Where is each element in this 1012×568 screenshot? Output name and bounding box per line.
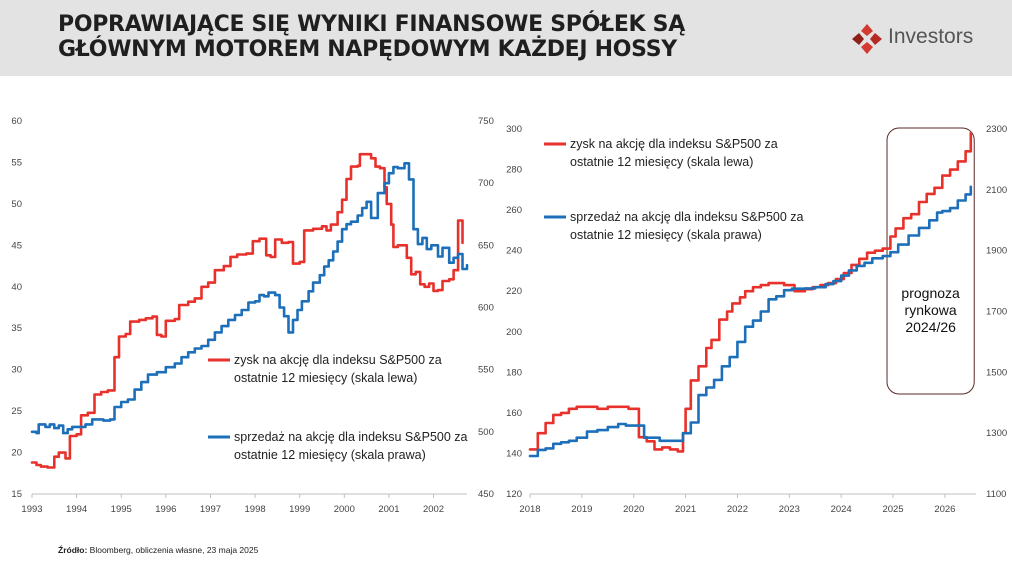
left-axis-tick-label: 45 (11, 240, 22, 251)
x-tick-label: 1993 (21, 504, 42, 515)
forecast-box (886, 127, 975, 395)
forecast-label-line-1: prognoza (901, 285, 960, 301)
left-axis-tick-label: 140 (506, 448, 522, 459)
right-axis-tick-label: 1900 (986, 246, 1007, 257)
source-text: Bloomberg, obliczenia własne, 23 maja 20… (89, 545, 259, 555)
x-tick-label: 2024 (831, 504, 852, 515)
x-tick-label: 1998 (245, 504, 266, 515)
left-axis-tick-label: 280 (506, 165, 522, 176)
header-bar: POPRAWIAJĄCE SIĘ WYNIKI FINANSOWE SPÓŁEK… (0, 0, 1012, 76)
left-axis-tick-label: 20 (11, 448, 22, 459)
left-axis-tick-label: 35 (11, 323, 22, 334)
legend-text-line-1: zysk na akcję dla indeksu S&P500 za (234, 353, 442, 367)
investors-logo: Investors (850, 22, 990, 56)
x-tick-label: 2021 (675, 504, 696, 515)
right-axis-tick-label: 1700 (986, 307, 1007, 318)
right-axis-tick-label: 600 (478, 303, 494, 314)
title-line-1: POPRAWIAJĄCE SIĘ WYNIKI FINANSOWE SPÓŁEK… (58, 12, 685, 37)
legend-text-line-1: zysk na akcję dla indeksu S&P500 za (570, 137, 778, 151)
x-tick-label: 1994 (66, 504, 87, 515)
left-axis-tick-label: 25 (11, 406, 22, 417)
left-axis-tick-label: 120 (506, 489, 522, 500)
left-axis-tick-label: 200 (506, 327, 522, 338)
right-axis-tick-label: 2300 (986, 124, 1007, 135)
legend-text-line-2: ostatnie 12 miesięcy (skala prawa) (234, 448, 426, 462)
forecast-label-line-2: rynkowa (905, 302, 957, 318)
x-tick-label: 1997 (200, 504, 221, 515)
sales-series-left (30, 162, 469, 435)
left-axis-tick-label: 260 (506, 205, 522, 216)
right-axis-tick-label: 1300 (986, 428, 1007, 439)
left-axis-tick-label: 240 (506, 246, 522, 257)
legend-text-line-2: ostatnie 12 miesięcy (skala lewa) (570, 155, 753, 169)
right-axis-tick-label: 650 (478, 240, 494, 251)
x-tick-label: 2000 (334, 504, 355, 515)
legend-text-line-2: ostatnie 12 miesięcy (skala prawa) (570, 228, 762, 242)
x-tick-label: 2026 (934, 504, 955, 515)
source-note: Źródło: Bloomberg, obliczenia własne, 23… (58, 545, 258, 555)
source-label: Źródło: (58, 545, 88, 555)
x-tick-label: 2002 (423, 504, 444, 515)
left-axis-tick-label: 300 (506, 124, 522, 135)
left-axis-tick-label: 220 (506, 286, 522, 297)
logo-text: Investors (888, 25, 974, 48)
x-tick-label: 2019 (571, 504, 592, 515)
right-axis-tick-label: 550 (478, 365, 494, 376)
investors-logo-icon (852, 24, 882, 54)
x-tick-label: 1996 (155, 504, 176, 515)
x-tick-label: 1999 (289, 504, 310, 515)
x-tick-label: 2001 (378, 504, 399, 515)
right-axis-tick-label: 700 (478, 178, 494, 189)
page-title: POPRAWIAJĄCE SIĘ WYNIKI FINANSOWE SPÓŁEK… (58, 12, 685, 62)
left-axis-tick-label: 160 (506, 408, 522, 419)
right-axis-tick-label: 2100 (986, 185, 1007, 196)
legend-text-line-2: ostatnie 12 miesięcy (skala lewa) (234, 371, 417, 385)
forecast-label-line-3: 2024/26 (905, 319, 956, 335)
x-tick-label: 2023 (779, 504, 800, 515)
x-tick-label: 2022 (727, 504, 748, 515)
x-tick-label: 2025 (882, 504, 903, 515)
right-axis-tick-label: 1500 (986, 367, 1007, 378)
sales-series-right (528, 185, 973, 458)
chart-left: 1993 1994 1995 1996 1997 1998 1999 2000 2001 2002… (11, 116, 494, 515)
left-axis-tick-label: 55 (11, 157, 22, 168)
left-axis-tick-label: 40 (11, 282, 22, 293)
eps-series-left (30, 152, 464, 469)
right-axis-tick-label: 450 (478, 489, 494, 500)
x-tick-label: 2018 (519, 504, 540, 515)
x-tick-label: 1995 (111, 504, 132, 515)
left-axis-tick-label: 15 (11, 489, 22, 500)
left-axis-tick-label: 180 (506, 367, 522, 378)
title-line-2: GŁÓWNYM MOTOREM NAPĘDOWYM KAŻDEJ HOSSY (58, 37, 677, 62)
right-axis-tick-label: 500 (478, 427, 494, 438)
eps-series-right (528, 131, 973, 453)
left-axis-tick-label: 60 (11, 116, 22, 127)
right-axis-tick-label: 1100 (986, 489, 1006, 500)
left-axis-tick-label: 30 (11, 365, 22, 376)
chart-right: 2018 2019 2020 2021 2022 2023 2024 2025 2026 120 1… (506, 124, 1007, 515)
x-tick-label: 2020 (623, 504, 644, 515)
left-axis-tick-label: 50 (11, 199, 22, 210)
right-axis-tick-label: 750 (478, 116, 494, 127)
legend-text-line-1: sprzedaż na akcję dla indeksu S&P500 za (570, 210, 804, 224)
legend-text-line-1: sprzedaż na akcję dla indeksu S&P500 za (234, 430, 468, 444)
